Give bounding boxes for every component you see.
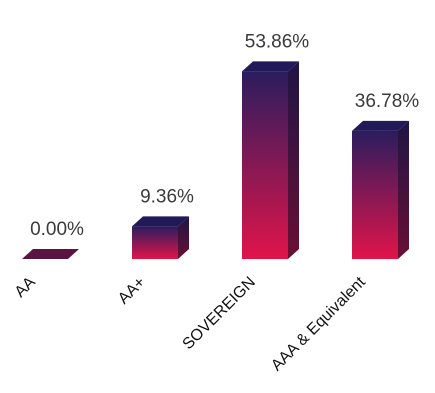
bar-top-aaa-equivalent: [352, 120, 409, 131]
bar-front-sovereign: [242, 71, 288, 259]
category-label-aaa-equivalent: AAA & Equivalent: [268, 273, 369, 374]
bars-group: [22, 61, 409, 260]
bar-side-aaa-equivalent: [398, 120, 409, 260]
bar-aaa-equivalent: [352, 120, 409, 260]
bar-front-aa: [132, 226, 178, 259]
bar-sovereign: [242, 61, 299, 259]
bar-top-aa: [22, 249, 79, 259]
category-label-sovereign: SOVEREIGN: [180, 274, 259, 353]
bar-top-sovereign: [242, 61, 299, 72]
value-label-sovereign: 53.86%: [245, 31, 310, 52]
value-label-aa: 9.36%: [140, 186, 194, 207]
bar-side-sovereign: [288, 61, 299, 259]
bar-top-aa: [132, 216, 189, 227]
bar-front-aaa-equivalent: [352, 130, 398, 259]
value-label-aaa-equivalent: 36.78%: [355, 91, 420, 112]
bar-aa: [132, 216, 189, 259]
category-label-aa: AA: [12, 274, 39, 301]
bar-aa: [22, 249, 79, 259]
bar-side-aa: [178, 216, 189, 259]
value-label-aa: 0.00%: [30, 219, 84, 240]
category-label-aa: AA+: [115, 274, 149, 308]
